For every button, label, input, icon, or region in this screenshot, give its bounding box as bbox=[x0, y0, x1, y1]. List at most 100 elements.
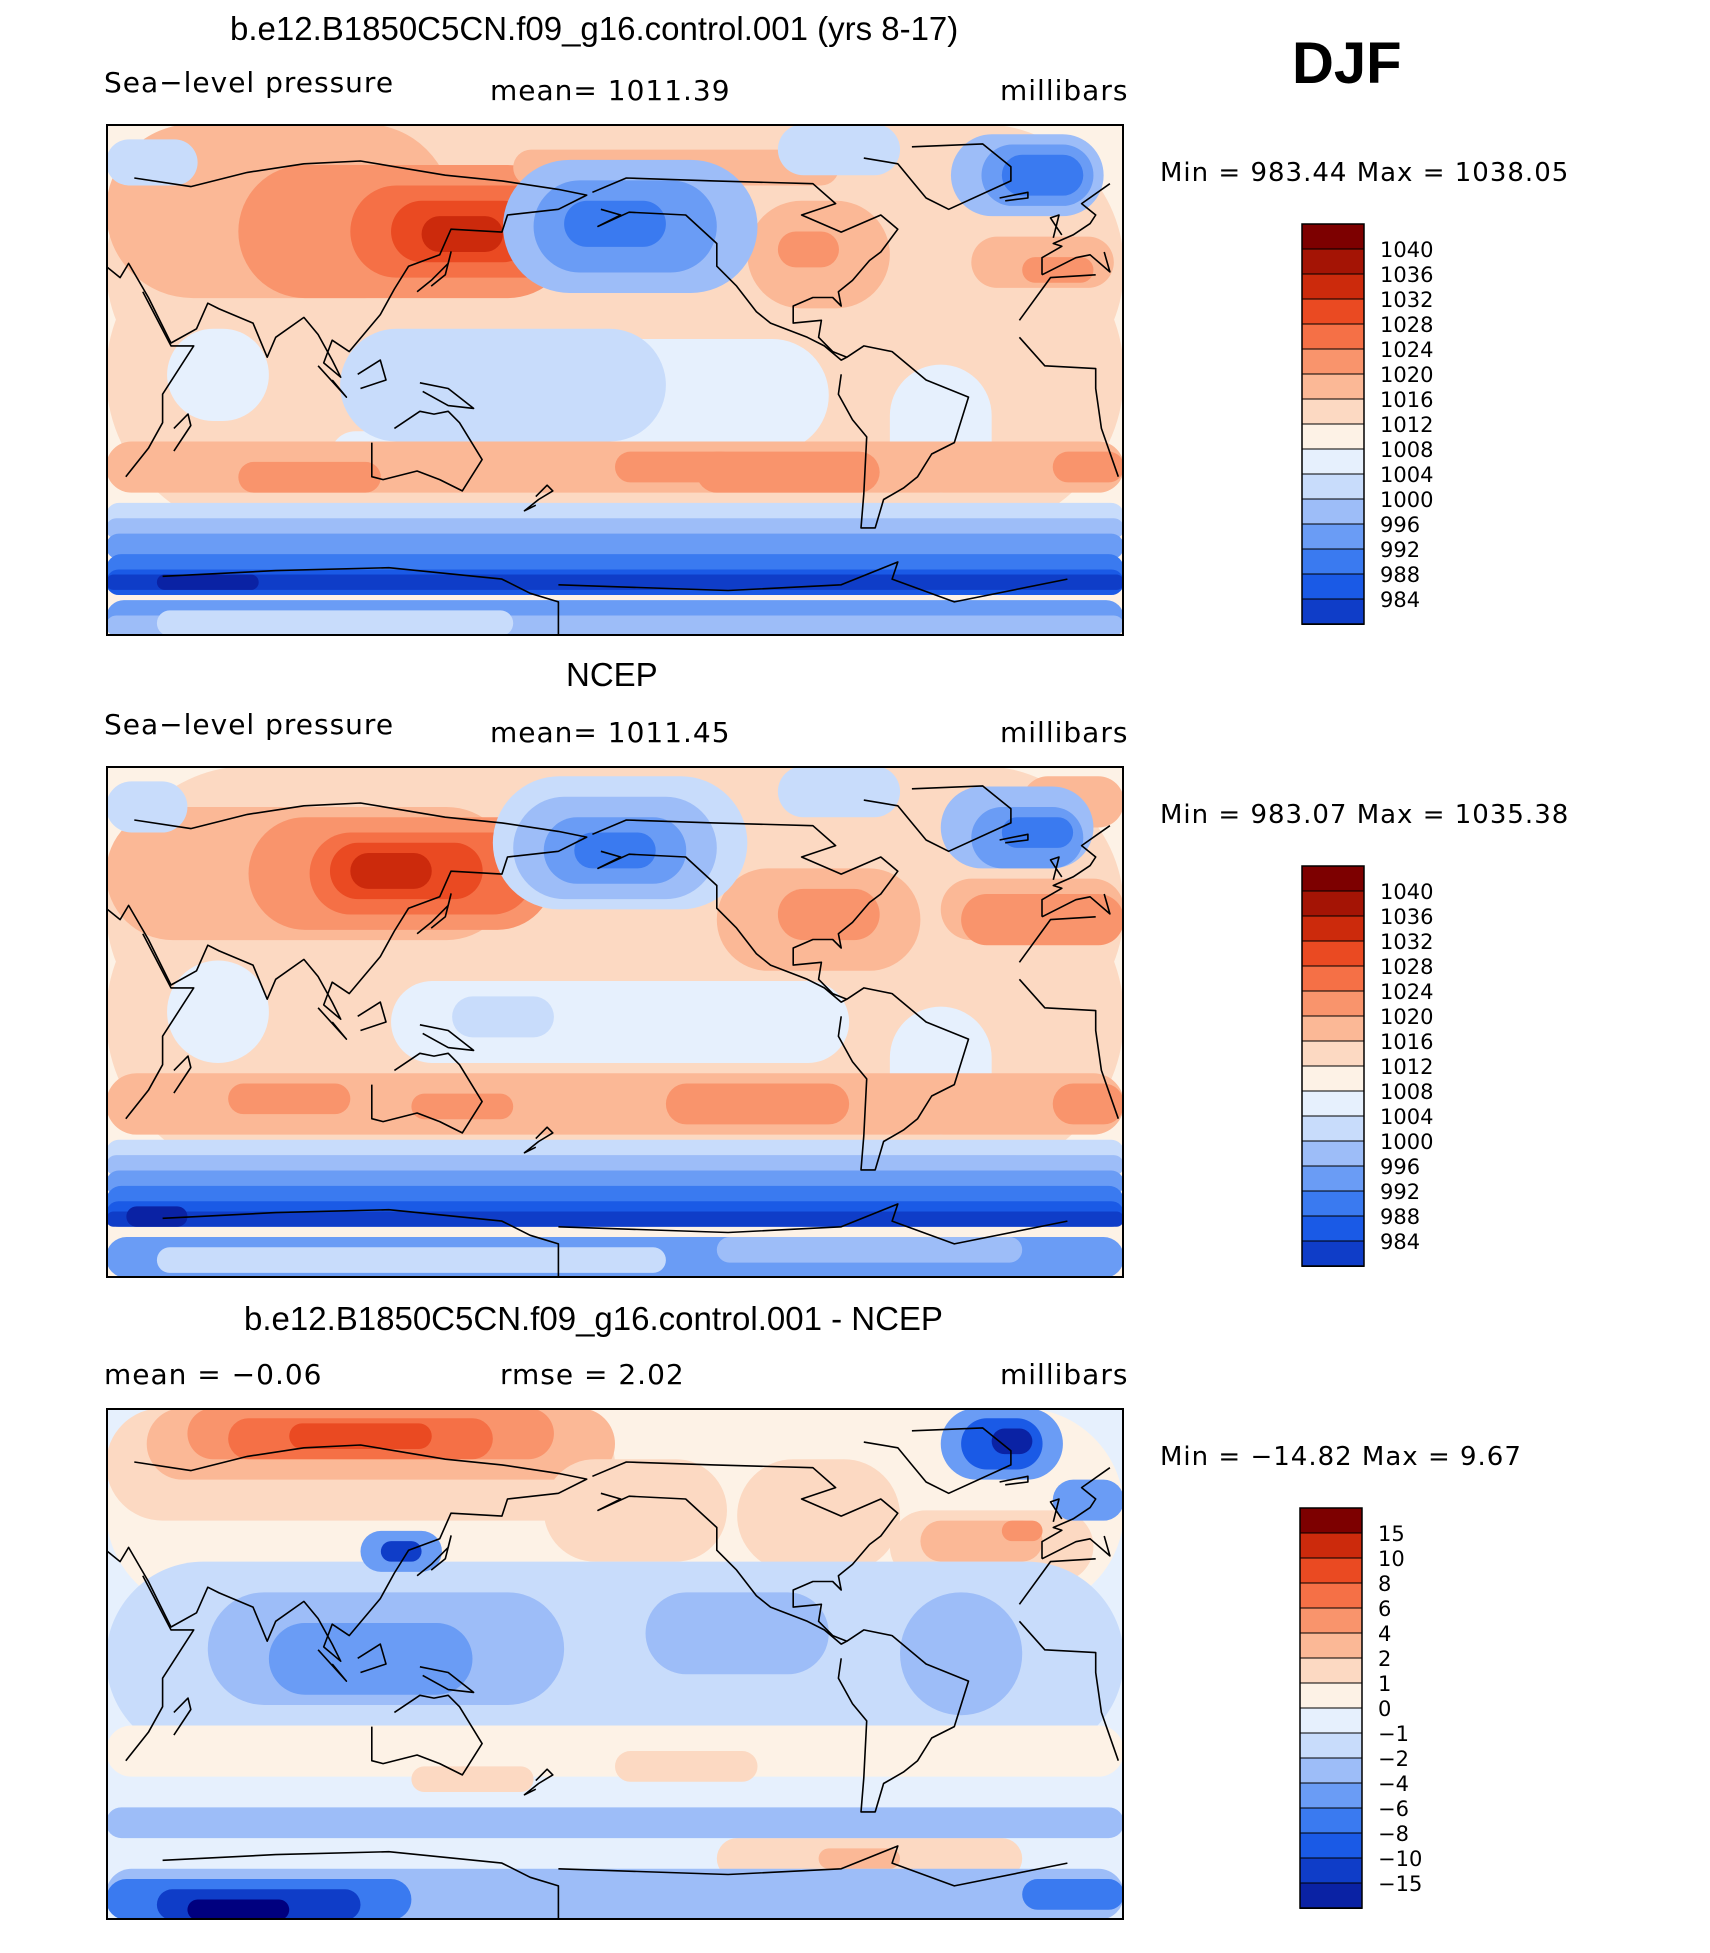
contour-region bbox=[696, 451, 880, 493]
panel-2-colorbar: 1040103610321028102410201016101210081004… bbox=[1301, 865, 1433, 1267]
colorbar-tick-label: 996 bbox=[1380, 1155, 1420, 1179]
colorbar-tick-label: 1024 bbox=[1380, 338, 1433, 362]
panel-1-title: b.e12.B1850C5CN.f09_g16.control.001 (yrs… bbox=[230, 10, 959, 47]
colorbar-box bbox=[1299, 1832, 1363, 1859]
coastline bbox=[162, 561, 1068, 636]
colorbar-tick-label: 992 bbox=[1380, 1180, 1420, 1204]
colorbar-box bbox=[1301, 990, 1365, 1017]
colorbar-box bbox=[1301, 273, 1365, 300]
coastline bbox=[419, 382, 475, 410]
contour-region bbox=[1022, 1879, 1124, 1910]
colorbar-frame bbox=[1299, 1507, 1363, 1909]
colorbar-box bbox=[1299, 1532, 1363, 1559]
colorbar-box bbox=[1301, 223, 1365, 250]
colorbar-tick-label: 1012 bbox=[1380, 413, 1433, 437]
colorbar-box bbox=[1301, 890, 1365, 917]
coastline bbox=[106, 802, 1111, 1020]
colorbar-tick-label: 1028 bbox=[1380, 955, 1433, 979]
contour-region bbox=[421, 216, 504, 252]
colorbar-tick-label: 1016 bbox=[1380, 388, 1433, 412]
colorbar-tick-label: 1040 bbox=[1380, 238, 1433, 262]
colorbar-box bbox=[1301, 1240, 1365, 1267]
colorbar-tick-label: 1028 bbox=[1380, 313, 1433, 337]
colorbar-box bbox=[1299, 1857, 1363, 1884]
contour-region bbox=[737, 1459, 901, 1572]
panel-3-minmax: Min = −14.82 Max = 9.67 bbox=[1160, 1442, 1522, 1472]
contour-region bbox=[187, 1899, 290, 1920]
map-frame bbox=[106, 766, 1124, 1278]
coastline bbox=[317, 365, 348, 398]
colorbar-tick-label: 8 bbox=[1378, 1572, 1391, 1596]
contour-region bbox=[106, 518, 1124, 539]
contour-region bbox=[818, 1848, 901, 1869]
contour-region bbox=[716, 1237, 1023, 1263]
coastline bbox=[357, 1001, 387, 1032]
coastline bbox=[592, 819, 899, 1003]
panel-1-minmax: Min = 983.44 Max = 1038.05 bbox=[1160, 158, 1570, 188]
coastline bbox=[837, 1629, 970, 1813]
coastline bbox=[162, 1845, 1068, 1920]
colorbar-box bbox=[1301, 865, 1365, 892]
coastline bbox=[1049, 1498, 1063, 1522]
contour-region bbox=[564, 200, 666, 247]
coastline bbox=[523, 1126, 554, 1154]
panel-1-units-label: millibars bbox=[1000, 74, 1129, 107]
contour-region bbox=[411, 1093, 514, 1120]
colorbar-box bbox=[1301, 498, 1365, 525]
colorbar-box bbox=[1301, 915, 1365, 942]
contour-region bbox=[1052, 1083, 1124, 1125]
contour-region bbox=[340, 328, 666, 442]
colorbar-tick-label: 996 bbox=[1380, 513, 1420, 537]
contour-region bbox=[268, 1623, 473, 1695]
panel-3-mean-label: mean = −0.06 bbox=[104, 1358, 323, 1391]
colorbar-box bbox=[1301, 523, 1365, 550]
colorbar-box bbox=[1301, 473, 1365, 500]
colorbar-box bbox=[1299, 1807, 1363, 1834]
coastline bbox=[523, 1768, 554, 1796]
contour-region bbox=[777, 888, 880, 941]
contour-region bbox=[167, 960, 269, 1063]
coastline bbox=[419, 1666, 475, 1694]
contour-region bbox=[380, 1541, 422, 1562]
coastline bbox=[357, 1643, 387, 1674]
coastline bbox=[1049, 214, 1063, 238]
colorbar-box bbox=[1301, 1115, 1365, 1142]
colorbar-box bbox=[1299, 1657, 1363, 1684]
contour-region bbox=[645, 1592, 829, 1675]
coastline bbox=[837, 345, 970, 529]
colorbar-tick-label: 1032 bbox=[1380, 930, 1433, 954]
contour-region bbox=[1052, 451, 1124, 483]
colorbar-box bbox=[1301, 1065, 1365, 1092]
coastline bbox=[416, 251, 452, 293]
colorbar-tick-label: 984 bbox=[1380, 588, 1420, 612]
colorbar-tick-label: 988 bbox=[1380, 1205, 1420, 1229]
panel-2-map bbox=[106, 766, 1124, 1278]
contour-region bbox=[238, 461, 381, 493]
colorbar-box bbox=[1301, 448, 1365, 475]
colorbar-box bbox=[1299, 1582, 1363, 1609]
coastline bbox=[106, 160, 1111, 378]
contour-region bbox=[228, 1083, 351, 1115]
contour-region bbox=[167, 328, 269, 421]
colorbar-tick-label: 10 bbox=[1378, 1547, 1405, 1571]
colorbar-box bbox=[1301, 1215, 1365, 1242]
contour-region bbox=[991, 1428, 1033, 1455]
colorbar-tick-label: −1 bbox=[1378, 1722, 1409, 1746]
contour-region bbox=[156, 610, 514, 636]
contour-region bbox=[106, 574, 1124, 590]
contour-region bbox=[126, 1206, 188, 1227]
coastline bbox=[863, 785, 1012, 853]
colorbar-box bbox=[1301, 1090, 1365, 1117]
colorbar-box bbox=[1299, 1732, 1363, 1759]
contour-region bbox=[1001, 154, 1084, 196]
colorbar-box bbox=[1299, 1782, 1363, 1809]
colorbar-box bbox=[1299, 1707, 1363, 1734]
colorbar-box bbox=[1301, 1015, 1365, 1042]
contour-region bbox=[156, 574, 259, 590]
coastline bbox=[125, 916, 1120, 1120]
colorbar-tick-label: 1000 bbox=[1380, 1130, 1433, 1154]
colorbar-box bbox=[1301, 373, 1365, 400]
coastline bbox=[419, 1024, 475, 1052]
contour-region bbox=[106, 533, 1124, 560]
